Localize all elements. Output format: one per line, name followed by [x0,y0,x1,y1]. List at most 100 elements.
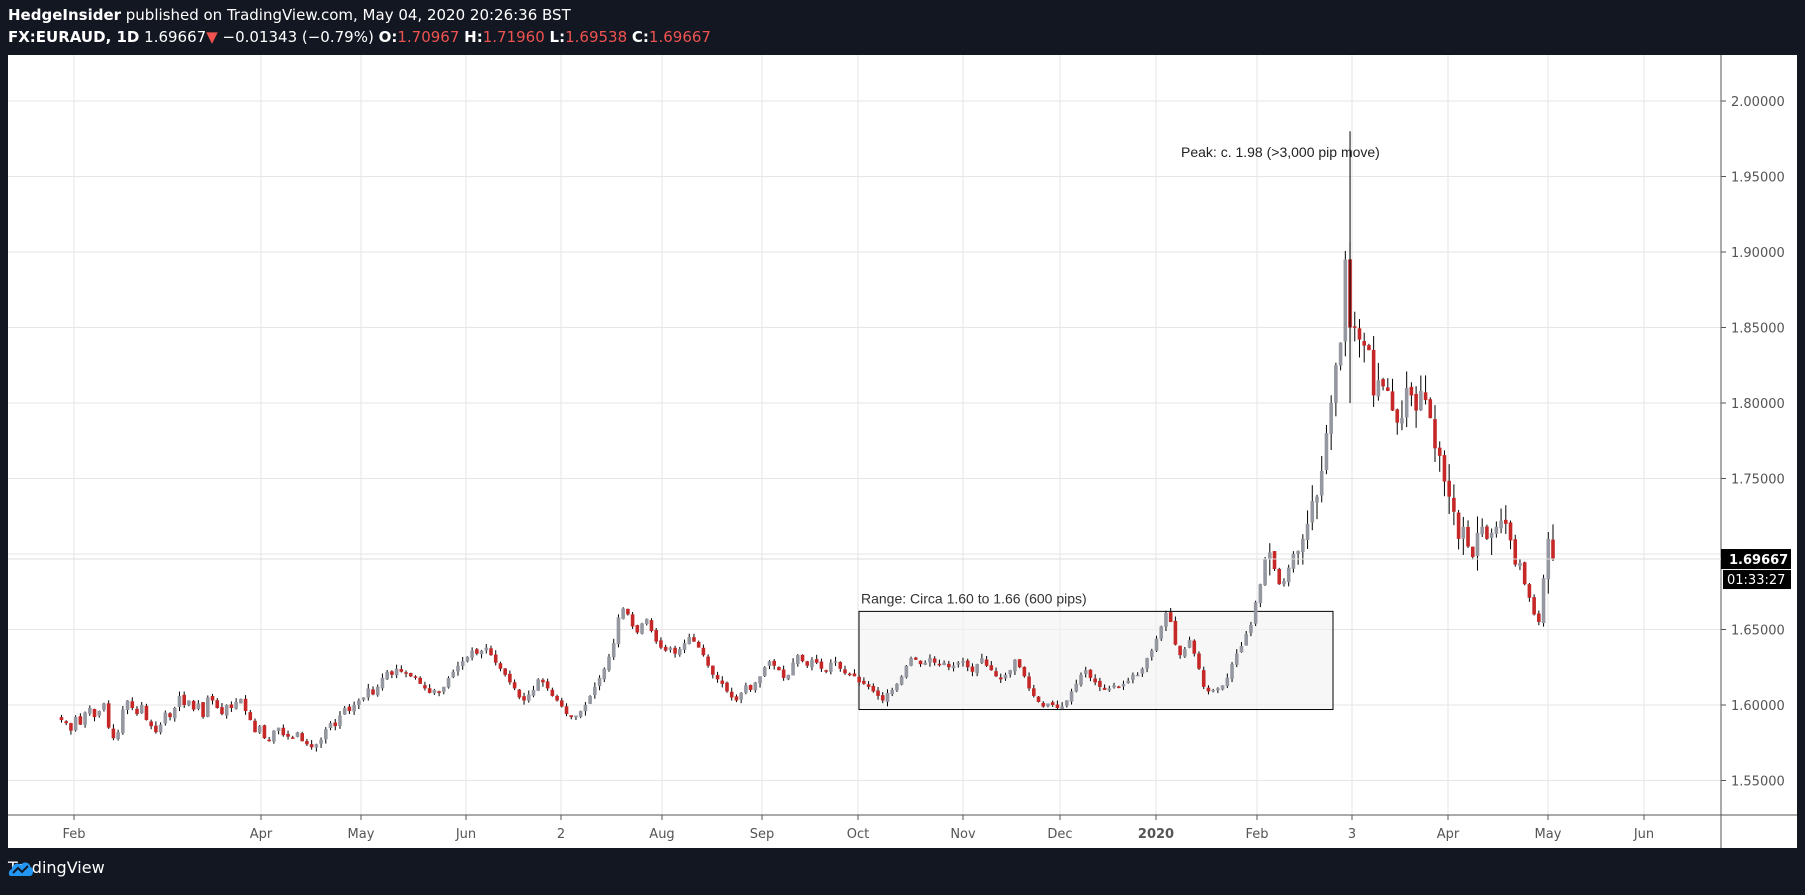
close-value: 1.69667 [648,28,711,46]
candle-down [59,717,64,721]
candle-up [578,711,583,717]
candle-down [168,713,172,718]
candle-down [347,706,352,712]
author-name[interactable]: HedgeInsider [8,6,122,24]
candle-up [1230,664,1234,679]
open-label: O: [378,28,398,46]
candle-down [630,614,635,627]
time-axis-label: Apr [250,827,273,842]
candle-down [111,728,116,739]
peak-annotation[interactable]: Peak: c. 1.98 (>3,000 pip move) [1181,144,1380,160]
candle-down [1197,653,1201,669]
candle-down [998,677,1003,680]
candle-down [1116,686,1121,688]
candle-down [1485,526,1489,539]
candle-down [201,702,205,718]
candle-up [682,643,687,650]
candle-down [390,671,394,675]
candle-up [1291,554,1296,569]
candle-down [994,671,998,677]
candle-up [1305,523,1310,541]
candle-down [772,660,776,666]
candle-up [531,689,536,696]
candle-up [621,608,625,619]
candle-up [1301,538,1305,553]
time-axis-label: 2 [557,827,565,842]
candle-up [668,647,673,650]
candle-up [1216,688,1220,691]
candle-up [1419,390,1423,411]
candle-down [1192,640,1197,654]
candle-up [758,676,762,684]
candle-up [1131,674,1135,680]
tradingview-logo[interactable]: TradingView [8,858,105,877]
candle-up [432,689,437,694]
candle-up [583,705,588,712]
candle-up [479,650,484,655]
price-tag-value: 1.69667 [1729,553,1788,568]
candle-down [1036,696,1041,702]
candlestick-plot[interactable]: 2.00000 1.95000 1.90000 1.85000 1.80000 1.750… [8,55,1797,848]
candle-up [73,717,78,731]
candle-down [1367,345,1371,351]
candle-up [1315,496,1319,503]
candle-down [215,700,220,709]
countdown-value: 01:33:27 [1727,573,1785,588]
candle-down [154,725,158,733]
candle-up [890,689,894,695]
price-axis-label: 1.75000 [1731,473,1785,488]
candle-up [885,692,890,702]
candle-down [267,739,271,742]
range-box[interactable] [858,610,1334,711]
price-axis-label: 1.90000 [1731,246,1785,261]
candle-up [1060,706,1064,710]
candle-up [342,708,347,715]
candle-up [607,656,611,671]
candle-up [163,712,168,724]
candle-down [918,660,923,665]
candle-down [696,641,701,648]
candle-down [654,630,658,642]
candle-down [1088,669,1093,678]
candle-up [1013,659,1017,672]
candle-down [1093,678,1097,683]
candle-down [408,673,413,677]
candle-up [319,739,323,744]
candle-down [805,661,810,666]
candle-up [602,668,607,680]
candle-down [970,666,975,672]
candle-up [276,727,281,731]
candle-down [418,677,422,684]
candle-up [375,686,380,696]
candle-down [555,695,559,701]
candle-up [1296,550,1300,554]
time-axis-label: Jun [455,827,476,842]
candle-up [1282,581,1286,585]
candle-down [1022,666,1027,677]
candle-down [814,659,819,663]
candle-up [536,679,540,691]
candle-down [1098,680,1102,687]
candle-up [1461,526,1466,539]
candle-down [1178,645,1182,656]
candle-up [125,700,130,710]
candle-down [550,689,555,696]
countdown-tag [1723,570,1791,590]
candle-down [286,733,290,737]
candle-down [423,685,427,689]
candle-down [871,685,876,692]
chart-pane[interactable]: 2.00000 1.95000 1.90000 1.85000 1.80000 1.750… [8,55,1797,848]
time-axis-label: 2020 [1138,827,1174,842]
candle-up [470,650,474,658]
candle-down [475,649,479,654]
candle-down [989,665,994,671]
range-annotation[interactable]: Range: Circa 1.60 to 1.66 (600 pips) [861,590,1087,606]
candle-up [810,659,814,668]
price-axis-label: 1.60000 [1731,699,1785,714]
open-value: 1.70967 [397,28,460,46]
candle-up [83,712,87,725]
candle-down [748,684,753,690]
candle-up [460,661,465,667]
candle-down [437,691,441,693]
candle-down [220,707,224,715]
